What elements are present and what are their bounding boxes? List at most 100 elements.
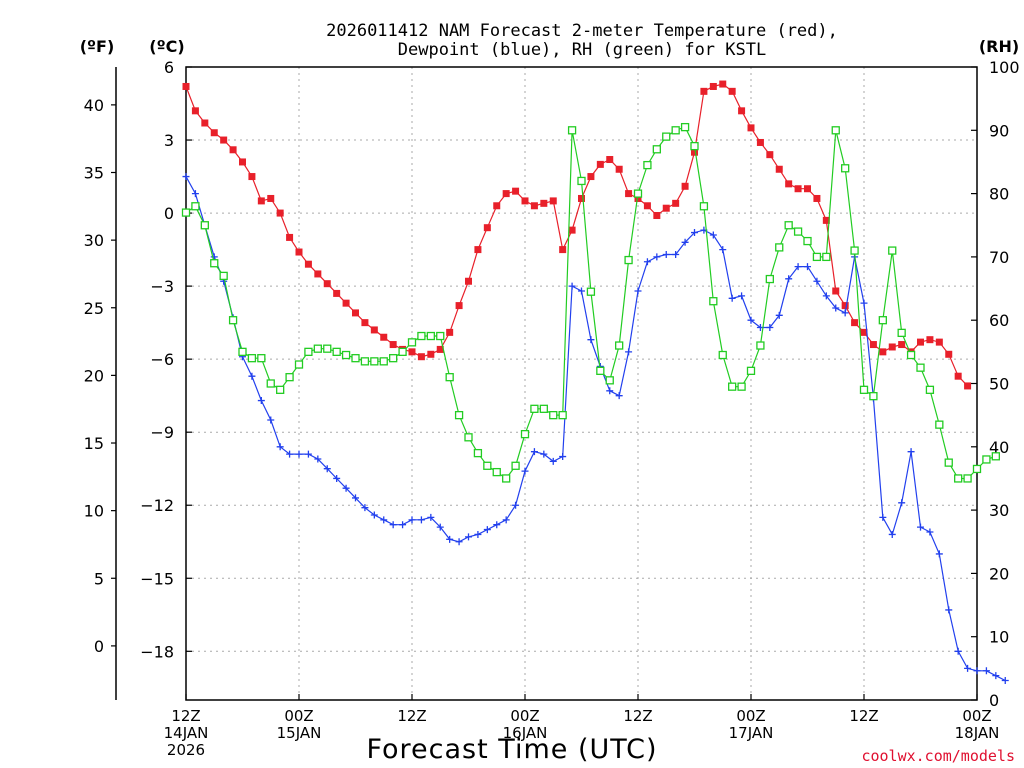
data-point bbox=[888, 246, 897, 255]
fahrenheit-tick-label: 30 bbox=[84, 231, 104, 250]
data-point bbox=[841, 309, 849, 317]
data-point bbox=[917, 338, 924, 346]
rh-tick-label: 50 bbox=[989, 375, 1009, 394]
data-point bbox=[201, 119, 209, 127]
data-point bbox=[446, 535, 454, 543]
data-point bbox=[436, 345, 444, 353]
data-point bbox=[709, 82, 717, 90]
data-point bbox=[549, 410, 558, 420]
data-point bbox=[775, 243, 784, 252]
data-point bbox=[493, 521, 501, 529]
data-point bbox=[756, 341, 765, 350]
data-point bbox=[361, 504, 369, 512]
data-point bbox=[596, 160, 604, 168]
data-point bbox=[341, 350, 351, 360]
data-point bbox=[568, 282, 576, 290]
data-point bbox=[652, 145, 661, 154]
data-point bbox=[446, 328, 454, 336]
data-point bbox=[898, 341, 906, 349]
data-point bbox=[596, 366, 605, 375]
data-point bbox=[407, 338, 417, 347]
data-point bbox=[615, 341, 624, 350]
data-point bbox=[483, 224, 491, 232]
data-point bbox=[851, 319, 859, 327]
data-point bbox=[389, 521, 397, 529]
data-point bbox=[521, 197, 529, 205]
data-point bbox=[351, 354, 360, 363]
data-point bbox=[267, 194, 275, 202]
data-point bbox=[539, 404, 548, 413]
data-point bbox=[313, 344, 322, 353]
credit-link[interactable]: coolwx.com/models bbox=[861, 747, 1015, 765]
data-point bbox=[567, 126, 577, 135]
data-point bbox=[380, 516, 388, 524]
data-point bbox=[445, 373, 454, 382]
axes bbox=[111, 66, 978, 701]
time-tick-label: 15JAN bbox=[277, 724, 322, 742]
data-point bbox=[766, 151, 774, 159]
data-point bbox=[653, 212, 661, 220]
data-point bbox=[680, 122, 690, 132]
data-point bbox=[671, 126, 680, 135]
data-point bbox=[379, 357, 388, 366]
data-point bbox=[813, 277, 821, 285]
data-point bbox=[352, 309, 359, 317]
data-point bbox=[737, 382, 746, 391]
rh-tick-label: 20 bbox=[989, 564, 1009, 583]
fahrenheit-tick-label: 10 bbox=[84, 502, 104, 521]
data-point bbox=[352, 494, 359, 502]
celsius-tick-label: 0 bbox=[164, 204, 174, 223]
data-point bbox=[935, 550, 943, 558]
data-point bbox=[427, 350, 435, 358]
data-point bbox=[238, 347, 247, 357]
data-point bbox=[606, 156, 614, 164]
data-point bbox=[473, 448, 483, 458]
data-point bbox=[191, 107, 199, 115]
data-point bbox=[793, 227, 803, 236]
data-point bbox=[333, 474, 341, 482]
rh-tick-label: 70 bbox=[989, 248, 1009, 267]
data-point bbox=[276, 385, 285, 394]
data-point bbox=[917, 523, 924, 531]
data-point bbox=[691, 148, 698, 156]
rh-axis-unit: (RH) bbox=[979, 37, 1019, 56]
data-point bbox=[690, 141, 699, 151]
data-point bbox=[615, 392, 623, 400]
data-point bbox=[380, 333, 388, 341]
data-point bbox=[916, 363, 925, 372]
data-point bbox=[502, 474, 511, 483]
data-point bbox=[991, 452, 1000, 461]
data-point bbox=[662, 250, 670, 258]
data-point bbox=[831, 126, 840, 135]
data-point bbox=[323, 344, 332, 353]
data-point bbox=[483, 461, 492, 470]
data-point bbox=[314, 455, 322, 463]
data-point bbox=[860, 299, 868, 307]
data-point bbox=[295, 248, 303, 256]
data-point bbox=[540, 199, 548, 207]
data-point bbox=[427, 513, 435, 521]
series-dewpoint bbox=[182, 173, 1009, 685]
data-point bbox=[643, 160, 652, 170]
data-point bbox=[643, 258, 651, 266]
data-point bbox=[361, 319, 369, 327]
data-point bbox=[945, 606, 953, 614]
data-point bbox=[633, 189, 643, 198]
data-point bbox=[267, 416, 275, 424]
data-point bbox=[512, 187, 520, 195]
data-point bbox=[625, 190, 633, 198]
data-point bbox=[653, 253, 661, 261]
x-axis-title: Forecast Time (UTC) bbox=[366, 734, 657, 765]
data-point bbox=[464, 433, 473, 442]
data-point bbox=[954, 647, 962, 655]
data-point bbox=[578, 194, 585, 202]
data-point bbox=[624, 255, 633, 265]
data-point bbox=[925, 385, 935, 394]
data-point bbox=[964, 664, 972, 672]
data-point bbox=[681, 238, 689, 246]
data-point bbox=[587, 336, 595, 344]
data-point bbox=[888, 343, 896, 351]
data-point bbox=[436, 331, 445, 341]
plot-frame bbox=[185, 66, 978, 701]
data-point bbox=[294, 360, 304, 369]
